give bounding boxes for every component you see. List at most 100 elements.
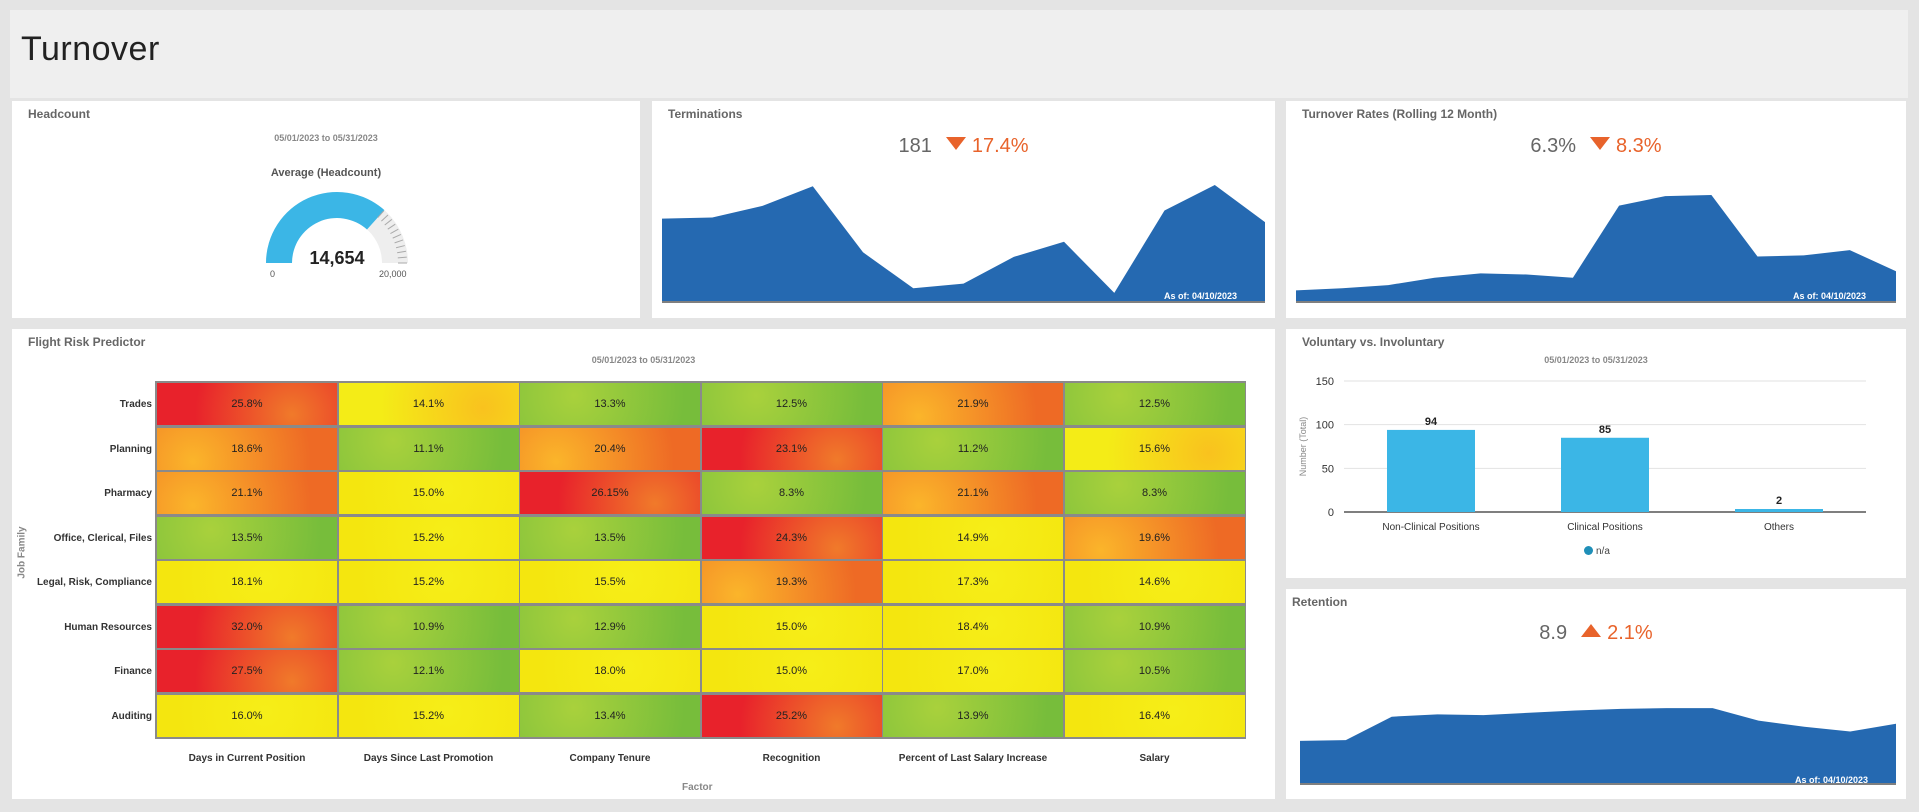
heatmap-cell[interactable]: 18.4% bbox=[883, 605, 1063, 648]
heatmap-cell[interactable]: 12.5% bbox=[1064, 383, 1245, 425]
heatmap-row-label: Trades bbox=[119, 399, 152, 411]
legend-label: n/a bbox=[1596, 546, 1610, 557]
gauge-max-label: 20,000 bbox=[379, 269, 407, 279]
heatmap-cell[interactable]: 20.4% bbox=[520, 427, 700, 470]
heatmap-cell[interactable]: 16.4% bbox=[1064, 694, 1245, 737]
heatmap-cell[interactable]: 15.6% bbox=[1064, 427, 1245, 470]
retention-panel[interactable]: Retention 8.9 2.1% As of: 04/10/2023 bbox=[1286, 589, 1906, 799]
down-triangle-icon bbox=[1590, 137, 1610, 150]
heatmap-row-label: Planning bbox=[109, 443, 152, 455]
heatmap-cell[interactable]: 21.1% bbox=[157, 472, 337, 514]
heatmap-cell[interactable]: 14.6% bbox=[1064, 561, 1245, 603]
heatmap-cell[interactable]: 15.5% bbox=[520, 561, 700, 603]
retention-as-of: As of: 04/10/2023 bbox=[1794, 775, 1868, 785]
heatmap-cell[interactable]: 15.2% bbox=[338, 694, 519, 737]
flight-risk-heatmap: Trades 25.8% 14.1% 13.3% 12.5% 21.9% 12.5% Plan… bbox=[12, 329, 1275, 799]
heatmap-cell[interactable]: 15.0% bbox=[338, 472, 519, 514]
bar[interactable] bbox=[1735, 509, 1823, 512]
heatmap-cell[interactable]: 13.3% bbox=[520, 383, 700, 425]
up-triangle-icon bbox=[1581, 624, 1602, 637]
x-category-label: Non-Clinical Positions bbox=[1382, 522, 1479, 533]
heatmap-cell[interactable]: 17.3% bbox=[883, 561, 1063, 603]
turnover-rates-as-of: As of: 04/10/2023 bbox=[1792, 291, 1866, 301]
gauge-label: Average (Headcount) bbox=[270, 167, 382, 179]
heatmap-cell[interactable]: 18.0% bbox=[520, 650, 700, 692]
voluntary-panel[interactable]: Voluntary vs. Involuntary 05/01/2023 to … bbox=[1286, 329, 1906, 578]
gauge-min-label: 0 bbox=[270, 269, 276, 279]
heatmap-cell[interactable]: 17.0% bbox=[883, 650, 1063, 692]
heatmap-cell[interactable]: 12.5% bbox=[701, 383, 882, 425]
heatmap-cell[interactable]: 27.5% bbox=[157, 650, 337, 692]
flight-risk-panel[interactable]: Flight Risk Predictor 05/01/2023 to 05/3… bbox=[12, 329, 1275, 799]
heatmap-cell[interactable]: 13.5% bbox=[157, 516, 337, 559]
gauge-tick bbox=[395, 245, 405, 249]
legend-dot-icon bbox=[1584, 546, 1593, 555]
bar-value-label: 2 bbox=[1776, 495, 1782, 507]
heatmap-cell[interactable]: 21.9% bbox=[883, 383, 1063, 425]
bar[interactable] bbox=[1387, 429, 1475, 512]
heatmap-row-label: Auditing bbox=[111, 710, 152, 722]
heatmap-cell[interactable]: 14.9% bbox=[883, 516, 1063, 559]
heatmap-cell[interactable]: 18.6% bbox=[157, 427, 337, 470]
y-tick-label: 0 bbox=[1328, 507, 1334, 519]
heatmap-cell[interactable]: 18.1% bbox=[157, 561, 337, 603]
heatmap-column-label: Percent of Last Salary Increase bbox=[898, 753, 1048, 764]
heatmap-cell[interactable]: 25.2% bbox=[701, 694, 882, 737]
heatmap-cell[interactable]: 32.0% bbox=[157, 605, 337, 648]
heatmap-row-label: Pharmacy bbox=[104, 488, 152, 500]
turnover-rates-panel[interactable]: Turnover Rates (Rolling 12 Month) 6.3% 8.… bbox=[1286, 101, 1906, 318]
bar[interactable] bbox=[1561, 437, 1649, 512]
headcount-date-range: 05/01/2023 to 05/31/2023 bbox=[274, 133, 378, 143]
flight-risk-date-range: 05/01/2023 to 05/31/2023 bbox=[591, 355, 696, 365]
gauge-tick bbox=[392, 234, 402, 239]
heatmap-cell[interactable]: 26.15% bbox=[520, 472, 700, 514]
heatmap-cell[interactable]: 10.5% bbox=[1064, 650, 1245, 692]
heatmap-cell[interactable]: 25.8% bbox=[157, 383, 337, 425]
heatmap-cell[interactable]: 23.1% bbox=[701, 427, 882, 470]
heatmap-cell[interactable]: 13.4% bbox=[520, 694, 700, 737]
terminations-title: Terminations bbox=[668, 107, 743, 121]
heatmap-row-label: Human Resources bbox=[64, 621, 152, 633]
gauge-tick bbox=[390, 228, 399, 234]
voluntary-title: Voluntary vs. Involuntary bbox=[1302, 335, 1445, 349]
x-axis-title: Factor bbox=[682, 782, 713, 793]
heatmap-cell[interactable]: 8.3% bbox=[1064, 472, 1245, 514]
heatmap-cell[interactable]: 21.1% bbox=[883, 472, 1063, 514]
headcount-value: 14,654 bbox=[309, 248, 365, 268]
turnover-rates-area-chart[interactable] bbox=[1296, 189, 1896, 305]
retention-title: Retention bbox=[1292, 595, 1348, 609]
heatmap-cell[interactable]: 8.3% bbox=[701, 472, 882, 514]
headcount-panel[interactable]: Headcount 05/01/2023 to 05/31/2023 Avera… bbox=[12, 101, 640, 318]
heatmap-cell[interactable]: 15.0% bbox=[701, 605, 882, 648]
heatmap-cell[interactable]: 24.3% bbox=[701, 516, 882, 559]
heatmap-cell[interactable]: 12.1% bbox=[338, 650, 519, 692]
heatmap-cell[interactable]: 15.2% bbox=[338, 516, 519, 559]
area-series bbox=[1296, 195, 1896, 301]
heatmap-cell[interactable]: 11.2% bbox=[883, 427, 1063, 470]
terminations-value: 181 bbox=[898, 135, 932, 157]
terminations-panel[interactable]: Terminations 181 17.4% As of: 04/10/2023 bbox=[652, 101, 1275, 318]
heatmap-cell[interactable]: 16.0% bbox=[157, 694, 337, 737]
gauge-tick bbox=[377, 210, 385, 218]
terminations-area-chart[interactable] bbox=[662, 179, 1265, 305]
heatmap-cell[interactable]: 15.0% bbox=[701, 650, 882, 692]
area-series bbox=[662, 185, 1265, 301]
voluntary-bar-chart: 0 50 100 150 Number (Total) 94 Non-Clinical Po… bbox=[1298, 376, 1866, 533]
heatmap-cell[interactable]: 11.1% bbox=[338, 427, 519, 470]
heatmap-cell[interactable]: 13.5% bbox=[520, 516, 700, 559]
heatmap-cell[interactable]: 19.6% bbox=[1064, 516, 1245, 559]
retention-area-chart[interactable] bbox=[1300, 699, 1896, 787]
heatmap-cell[interactable]: 10.9% bbox=[1064, 605, 1245, 648]
heatmap-cell[interactable]: 10.9% bbox=[338, 605, 519, 648]
heatmap-cell[interactable]: 14.1% bbox=[338, 383, 519, 425]
turnover-rates-kpi: 6.3% 8.3% bbox=[1286, 135, 1906, 158]
heatmap-cell[interactable]: 13.9% bbox=[883, 694, 1063, 737]
page-title: Turnover bbox=[21, 30, 160, 68]
headcount-gauge[interactable] bbox=[252, 181, 422, 291]
terminations-kpi: 181 17.4% bbox=[652, 135, 1275, 158]
heatmap-cell[interactable]: 19.3% bbox=[701, 561, 882, 603]
y-tick-label: 150 bbox=[1316, 376, 1334, 388]
heatmap-cell[interactable]: 15.2% bbox=[338, 561, 519, 603]
heatmap-cell[interactable]: 12.9% bbox=[520, 605, 700, 648]
terminations-as-of: As of: 04/10/2023 bbox=[1163, 291, 1237, 301]
